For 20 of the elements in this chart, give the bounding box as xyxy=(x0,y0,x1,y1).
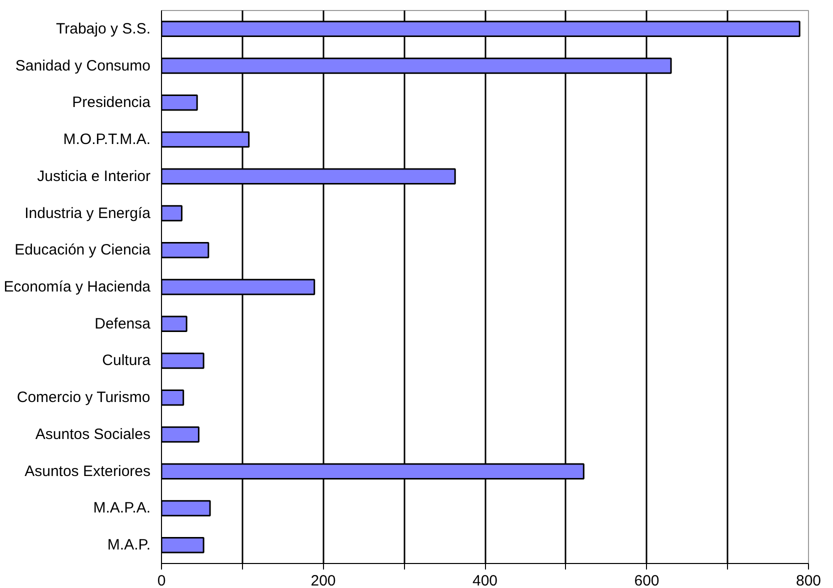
y-tick-label: Industria y Energía xyxy=(24,204,152,222)
y-tick-label: Cultura xyxy=(102,352,152,370)
y-tick-label: Asuntos Sociales xyxy=(35,426,151,443)
y-tick-label: Educación y Ciencia xyxy=(14,242,152,259)
x-tick-label: 400 xyxy=(472,572,498,588)
x-tick-label: 600 xyxy=(634,572,660,588)
y-tick-label: Defensa xyxy=(94,315,152,332)
y-tick-label: Justicia e Interior xyxy=(37,168,151,185)
x-tick-label: 200 xyxy=(310,572,336,588)
y-tick-label: M.A.P.A. xyxy=(93,500,151,517)
x-tick-label: 0 xyxy=(157,572,166,588)
y-tick-label: Economía y Hacienda xyxy=(4,278,152,296)
y-tick-label: Comercio y Turismo xyxy=(16,389,150,406)
y-tick-label: Sanidad y Consumo xyxy=(15,57,151,74)
y-tick-label: Presidencia xyxy=(72,94,152,112)
y-tick-label: M.A.P. xyxy=(107,536,151,554)
x-tick-label: 800 xyxy=(796,572,822,588)
y-tick-label: Trabajo y S.S. xyxy=(56,20,150,38)
y-tick-label: M.O.P.T.M.A. xyxy=(63,131,151,148)
y-tick-label: Asuntos Exteriores xyxy=(24,462,150,480)
